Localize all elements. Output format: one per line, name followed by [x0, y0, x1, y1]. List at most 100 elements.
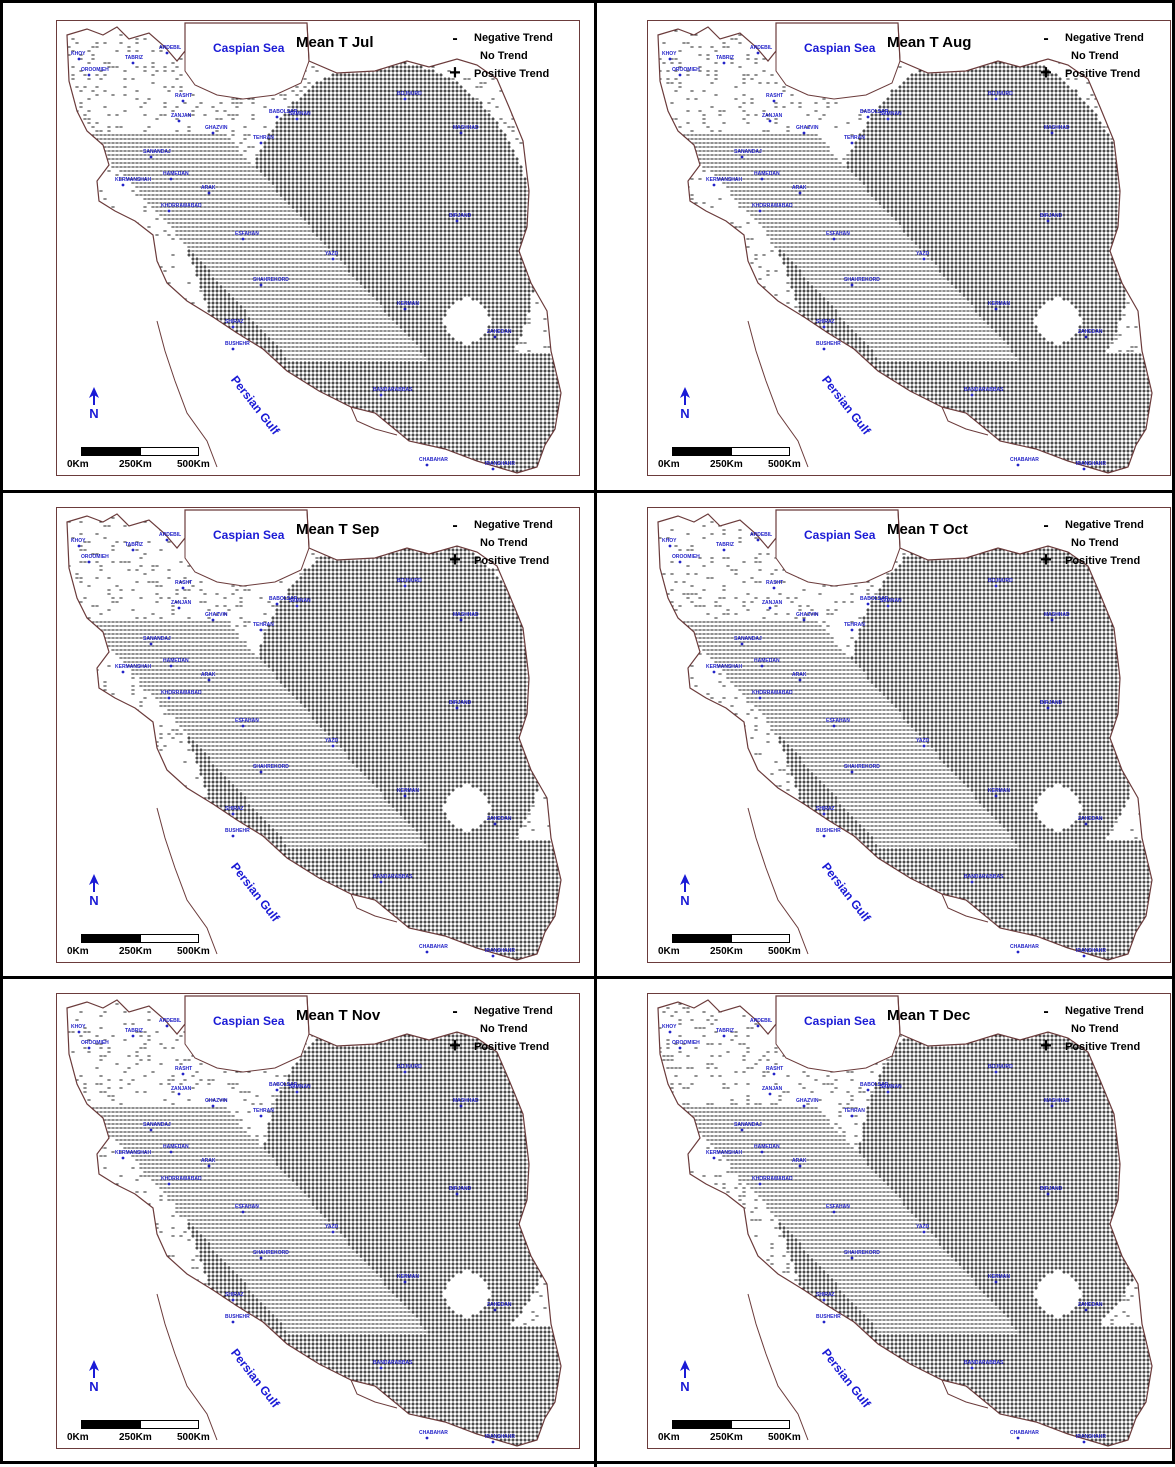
- trend-map: [66, 995, 562, 1447]
- legend-positive-label: Positive Trend: [474, 555, 550, 567]
- trend-map: [657, 509, 1153, 961]
- city-dot-oroomieh: [678, 560, 682, 564]
- scale-label-max: 500Km: [768, 1432, 801, 1443]
- city-dot-bojnurd: [994, 584, 998, 588]
- city-dot-sanandaj: [740, 1128, 744, 1132]
- city-dot-yazd: [331, 744, 335, 748]
- city-label-bojnurd: BOJNURD: [397, 1064, 422, 1070]
- city-label-kerman: KERMAN: [397, 1274, 419, 1280]
- city-dot-kerman: [994, 307, 998, 311]
- city-label-khorramabad: KHORRAMABAD: [161, 203, 202, 209]
- gulf-coastline: [747, 807, 989, 955]
- city-dot-zahedan: [1084, 822, 1088, 826]
- trend-symbols: [658, 998, 1152, 1446]
- scale-label-max: 500Km: [768, 459, 801, 470]
- legend-positive-label: Positive Trend: [474, 1041, 550, 1053]
- city-dot-kermanshah: [121, 670, 125, 674]
- city-label-babolsar: BABOLSAR: [269, 1082, 298, 1088]
- city-label-tehran: TEHRAN: [253, 1108, 274, 1114]
- city-label-tehran: TEHRAN: [844, 622, 865, 628]
- city-dot-tabriz: [722, 548, 726, 552]
- trend-symbols: [67, 26, 561, 473]
- city-label-chabahar: CHABAHAR: [1010, 1430, 1039, 1436]
- city-label-hamedan: HAMEDAN: [754, 171, 780, 177]
- city-dot-bushehr: [822, 834, 826, 838]
- caspian-sea-label: Caspian Sea: [213, 528, 285, 542]
- city-dot-ardebil: [165, 1024, 169, 1028]
- legend-none-label: No Trend: [480, 50, 528, 62]
- city-label-birjand: BIRJAND: [449, 1186, 472, 1192]
- city-dot-zanjan: [768, 606, 772, 610]
- city-label-bandarabbas: BANDARABBAS: [373, 874, 413, 880]
- city-label-babolsar: BABOLSAR: [860, 109, 889, 115]
- city-dot-bandarabbas: [379, 393, 383, 397]
- panel-title: Mean T Aug: [887, 34, 972, 51]
- city-dot-ghazvin: [211, 131, 215, 135]
- city-label-arak: ARAK: [792, 185, 807, 191]
- city-dot-birjand: [455, 219, 459, 223]
- city-label-zahedan: ZAHEDAN: [1078, 1302, 1103, 1308]
- city-dot-kermanshah: [121, 1156, 125, 1160]
- scale-label-mid: 250Km: [710, 1432, 743, 1443]
- city-label-shahrekord: SHAHREKORD: [844, 764, 880, 770]
- city-label-oroomieh: OROOMIEH: [81, 554, 109, 560]
- city-dot-shiraz: [822, 1298, 826, 1302]
- city-label-kermanshah: KERMANSHAH: [706, 177, 743, 183]
- city-dot-semnan: [295, 1090, 299, 1094]
- city-label-shiraz: SHIRAZ: [225, 1292, 244, 1298]
- city-dot-zanjan: [177, 606, 181, 610]
- legend-positive-symbol: +: [449, 62, 461, 84]
- city-label-hamedan: HAMEDAN: [163, 658, 189, 664]
- city-dot-rasht: [772, 1072, 776, 1076]
- city-label-bandarabbas: BANDARABBAS: [964, 1360, 1004, 1366]
- legend-negative-label: Negative Trend: [474, 1005, 553, 1017]
- city-dot-shiraz: [231, 812, 235, 816]
- city-label-khorramabad: KHORRAMABAD: [752, 1176, 793, 1182]
- city-dot-tabriz: [722, 1034, 726, 1038]
- city-dot-hamedan: [760, 1150, 764, 1154]
- city-label-shahrekord: SHAHREKORD: [844, 277, 880, 283]
- caspian-sea: [775, 995, 901, 1073]
- city-label-rasht: RASHT: [175, 1066, 193, 1072]
- city-label-oroomieh: OROOMIEH: [81, 1040, 109, 1046]
- city-dot-rasht: [772, 586, 776, 590]
- city-dot-bojnurd: [403, 97, 407, 101]
- city-dot-semnan: [295, 604, 299, 608]
- city-dot-bushehr: [822, 1320, 826, 1324]
- city-label-ardebil: ARDEBIL: [750, 532, 773, 538]
- city-dot-babolsar: [275, 115, 279, 119]
- city-label-khoy: KHOY: [71, 1024, 86, 1030]
- city-dot-chabahar: [425, 463, 429, 467]
- map-frame: Caspian Sea Persian Gulf KHOY TABRIZ ARDEB…: [647, 507, 1171, 963]
- city-label-oroomieh: OROOMIEH: [672, 554, 700, 560]
- country-border: [66, 509, 562, 961]
- city-dot-bandarabbas: [379, 880, 383, 884]
- scale-label-max: 500Km: [177, 1432, 210, 1443]
- trend-map: [657, 995, 1153, 1447]
- city-dot-khorramabad: [167, 1182, 171, 1186]
- city-dot-mashhad: [1050, 131, 1054, 135]
- city-label-bandarabbas: BANDARABBAS: [964, 874, 1004, 880]
- city-dot-oroomieh: [87, 560, 91, 564]
- city-label-bojnurd: BOJNURD: [988, 578, 1013, 584]
- city-label-zahedan: ZAHEDAN: [487, 329, 512, 335]
- city-label-mashhad: MASHHAD: [453, 125, 479, 131]
- scale-label-mid: 250Km: [119, 946, 152, 957]
- city-dot-birjand: [455, 706, 459, 710]
- city-dot-bandarabbas: [970, 880, 974, 884]
- city-dot-ardebil: [756, 51, 760, 55]
- city-dot-bandarabbas: [970, 1366, 974, 1370]
- city-dot-shahrekord: [850, 770, 854, 774]
- country-border: [657, 509, 1153, 961]
- map-panel-6: Caspian Sea Persian Gulf KHOY TABRIZ ARDEB…: [597, 979, 1175, 1460]
- legend-positive-symbol: +: [1040, 1035, 1052, 1057]
- city-label-iranshahr: IRANSHAHR: [1076, 461, 1106, 467]
- city-label-mashhad: MASHHAD: [453, 612, 479, 618]
- city-label-shahrekord: SHAHREKORD: [253, 277, 289, 283]
- city-dot-arak: [207, 1164, 211, 1168]
- city-label-bushehr: BUSHEHR: [816, 341, 841, 347]
- city-label-zahedan: ZAHEDAN: [487, 1302, 512, 1308]
- city-label-zahedan: ZAHEDAN: [1078, 816, 1103, 822]
- city-dot-kerman: [994, 794, 998, 798]
- caspian-sea: [775, 22, 901, 100]
